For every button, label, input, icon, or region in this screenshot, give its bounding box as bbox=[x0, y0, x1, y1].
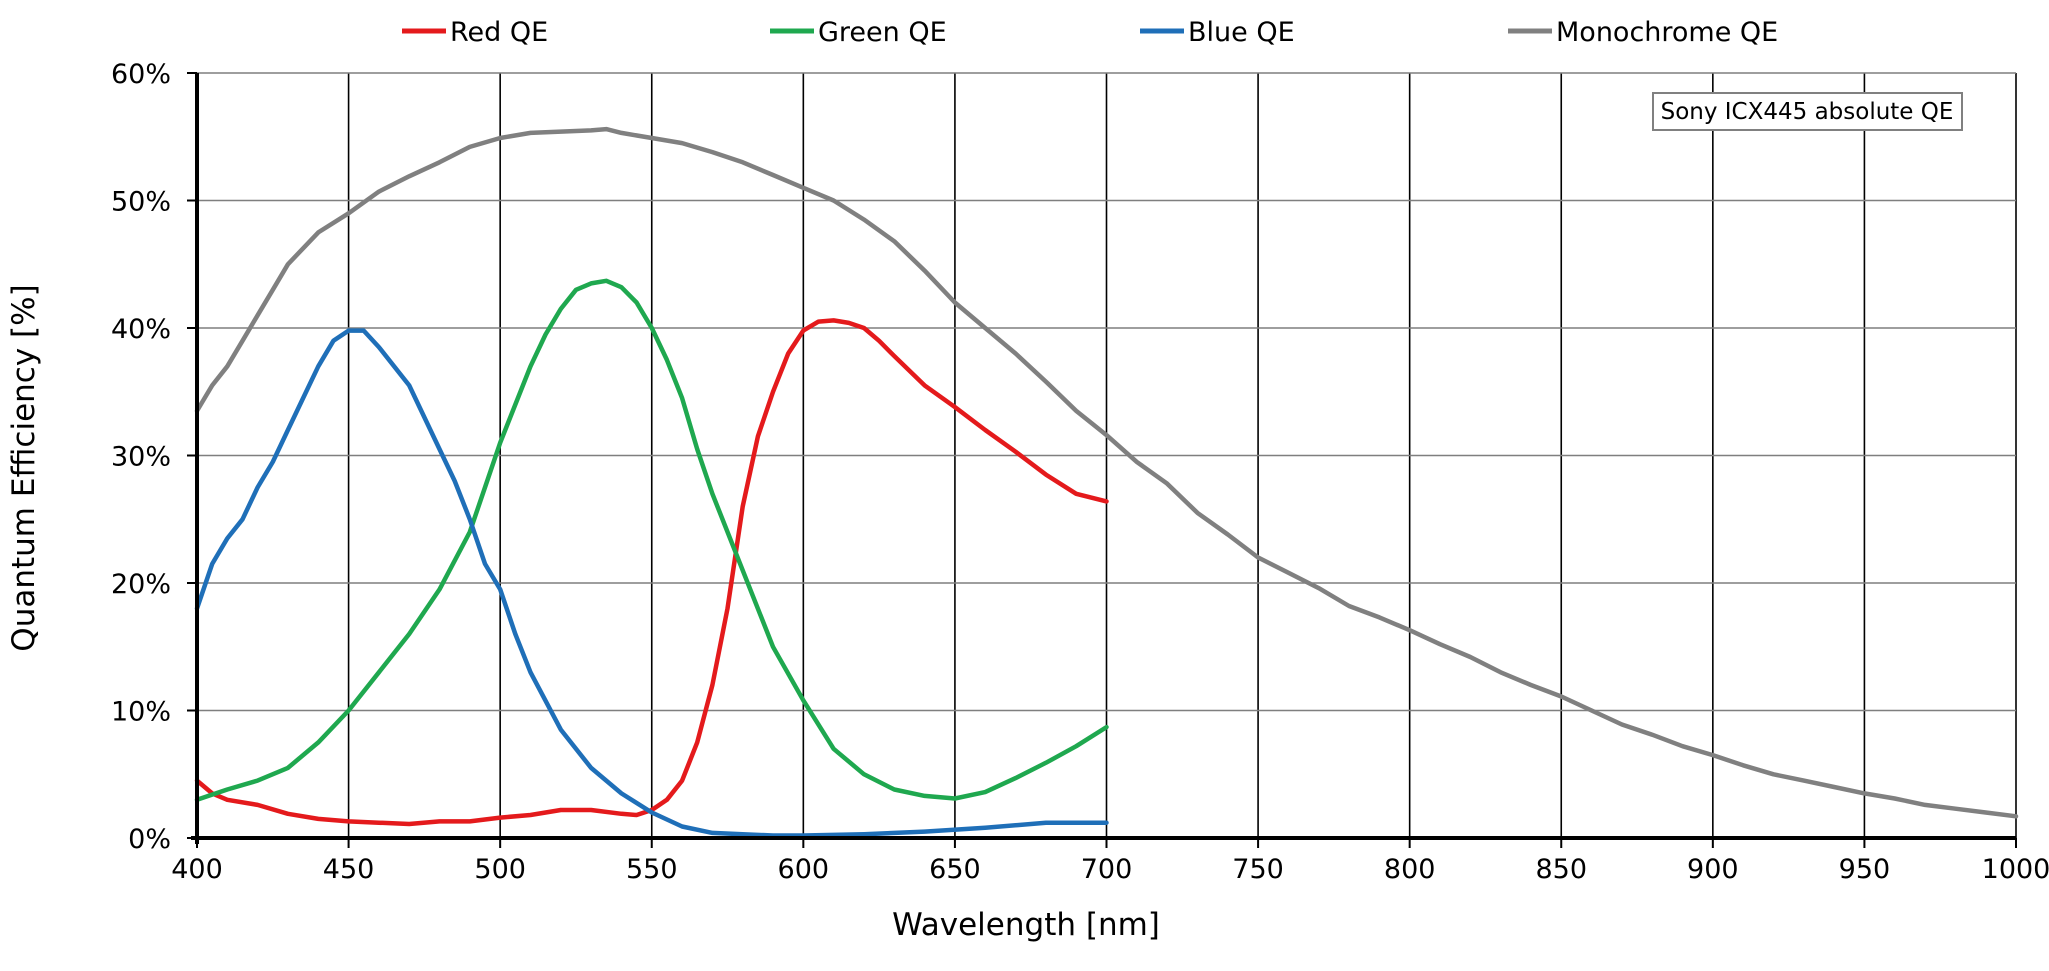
x-tick-label: 750 bbox=[1232, 854, 1284, 885]
y-tick-label: 10% bbox=[111, 697, 171, 728]
x-tick-label: 600 bbox=[778, 854, 830, 885]
series-line-green-qe bbox=[194, 278, 1109, 803]
x-tick-label: 900 bbox=[1687, 854, 1739, 885]
y-tick-label: 50% bbox=[111, 187, 171, 218]
y-axis-title: Quantum Efficiency [%] bbox=[6, 284, 42, 651]
axes bbox=[187, 72, 2017, 848]
series-line-red-qe bbox=[194, 318, 1109, 827]
legend-label: Blue QE bbox=[1188, 17, 1295, 48]
legend: Red QE Green QE Blue QE Monochrome QE bbox=[402, 17, 1778, 48]
x-tick-label: 650 bbox=[929, 854, 981, 885]
x-tick-label: 700 bbox=[1081, 854, 1133, 885]
y-tick-label: 60% bbox=[111, 59, 171, 90]
series-line-monochrome-qe bbox=[194, 126, 2019, 819]
y-tick-label: 30% bbox=[111, 442, 171, 473]
y-tick-label: 0% bbox=[128, 824, 171, 855]
x-tick-label: 450 bbox=[323, 854, 375, 885]
x-axis-ticks: 400 450 500 550 600 650 700 750 800 850 900 950 1000 bbox=[171, 854, 2049, 885]
x-tick-label: 1000 bbox=[1982, 854, 2049, 885]
legend-label: Red QE bbox=[450, 17, 548, 48]
grid bbox=[196, 72, 2017, 839]
y-tick-label: 40% bbox=[111, 314, 171, 345]
series-layer bbox=[194, 126, 2019, 838]
x-tick-label: 500 bbox=[474, 854, 526, 885]
x-axis-title: Wavelength [nm] bbox=[892, 907, 1160, 943]
x-tick-label: 850 bbox=[1535, 854, 1587, 885]
y-axis-ticks: 0% 10% 20% 30% 40% 50% 60% bbox=[111, 59, 171, 855]
legend-label: Monochrome QE bbox=[1556, 17, 1778, 48]
x-tick-label: 950 bbox=[1839, 854, 1891, 885]
annotation-box: Sony ICX445 absolute QE bbox=[1652, 92, 1963, 131]
series-line-blue-qe bbox=[194, 328, 1109, 838]
x-tick-label: 400 bbox=[171, 854, 223, 885]
y-tick-label: 20% bbox=[111, 569, 171, 600]
x-tick-label: 550 bbox=[626, 854, 678, 885]
annotation-text: Sony ICX445 absolute QE bbox=[1661, 99, 1954, 125]
x-tick-label: 800 bbox=[1384, 854, 1436, 885]
annotation-frame bbox=[1652, 92, 1963, 131]
legend-label: Green QE bbox=[818, 17, 947, 48]
